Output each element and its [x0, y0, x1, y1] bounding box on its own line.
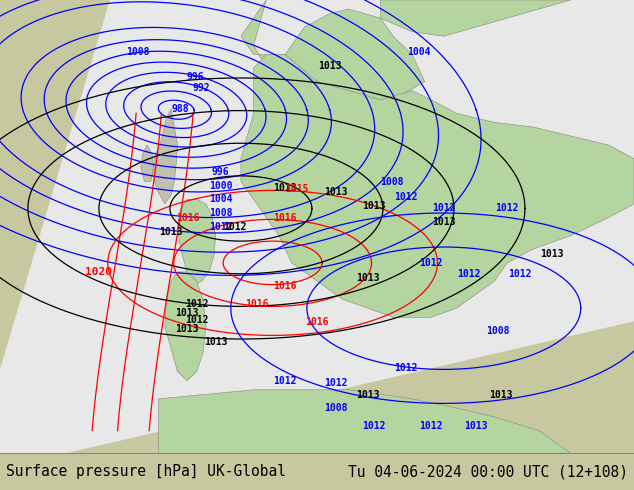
Text: 1000: 1000 [209, 181, 233, 191]
Text: 1012: 1012 [273, 376, 297, 386]
Text: 1004: 1004 [209, 195, 233, 204]
Text: 1020: 1020 [85, 267, 112, 277]
Text: 1016: 1016 [273, 281, 297, 291]
Polygon shape [241, 0, 425, 136]
Polygon shape [152, 109, 178, 204]
Text: 1012: 1012 [223, 221, 247, 232]
Text: 1013: 1013 [175, 308, 199, 318]
Text: 1004: 1004 [406, 47, 430, 57]
Text: 1012: 1012 [362, 421, 386, 431]
Wedge shape [0, 0, 634, 476]
Text: 1013: 1013 [489, 390, 513, 400]
Polygon shape [241, 54, 634, 318]
Text: 996: 996 [212, 167, 230, 177]
Text: 1013: 1013 [362, 201, 386, 211]
Text: 1012: 1012 [184, 299, 209, 309]
Text: 996: 996 [186, 72, 204, 82]
Text: 1012: 1012 [508, 269, 532, 279]
Text: 1013: 1013 [432, 217, 456, 227]
Text: 1012: 1012 [419, 421, 443, 431]
Text: 1012: 1012 [457, 269, 481, 279]
Text: 1013: 1013 [463, 421, 488, 431]
Text: 1015: 1015 [285, 184, 309, 195]
Text: 1016: 1016 [245, 299, 269, 309]
Text: 1008: 1008 [380, 177, 404, 187]
Text: Surface pressure [hPa] UK-Global: Surface pressure [hPa] UK-Global [6, 464, 287, 479]
Text: 988: 988 [172, 104, 190, 114]
Text: 1013: 1013 [540, 249, 564, 259]
Text: 1016: 1016 [176, 213, 200, 222]
Polygon shape [158, 390, 571, 453]
Text: 1016: 1016 [305, 317, 329, 327]
Text: 1013: 1013 [324, 187, 348, 197]
Text: 1012: 1012 [394, 192, 418, 202]
Polygon shape [178, 199, 216, 286]
Text: 1016: 1016 [273, 214, 297, 223]
Polygon shape [380, 0, 571, 36]
Text: 992: 992 [193, 83, 210, 93]
Text: 1012: 1012 [209, 221, 233, 232]
Text: 1012: 1012 [419, 258, 443, 268]
Text: 1012: 1012 [324, 378, 348, 388]
Text: 1012: 1012 [495, 203, 519, 214]
Text: 1013: 1013 [318, 61, 342, 71]
Text: 1008: 1008 [209, 208, 233, 218]
Text: 1013: 1013 [356, 273, 380, 283]
Text: 1013: 1013 [204, 337, 228, 347]
Text: 1012: 1012 [184, 315, 209, 324]
Text: 1013: 1013 [175, 323, 199, 334]
Text: 1013: 1013 [356, 390, 380, 400]
Polygon shape [165, 272, 206, 381]
Polygon shape [141, 145, 153, 181]
Text: Tu 04-06-2024 00:00 UTC (12+108): Tu 04-06-2024 00:00 UTC (12+108) [347, 464, 628, 479]
Text: 1013: 1013 [159, 227, 183, 237]
Text: 1013: 1013 [273, 183, 297, 193]
Text: 1008: 1008 [126, 47, 150, 57]
Text: 1012: 1012 [394, 363, 418, 373]
Text: 1008: 1008 [486, 326, 510, 336]
Text: 1012: 1012 [432, 203, 456, 214]
Text: 1008: 1008 [324, 403, 348, 413]
